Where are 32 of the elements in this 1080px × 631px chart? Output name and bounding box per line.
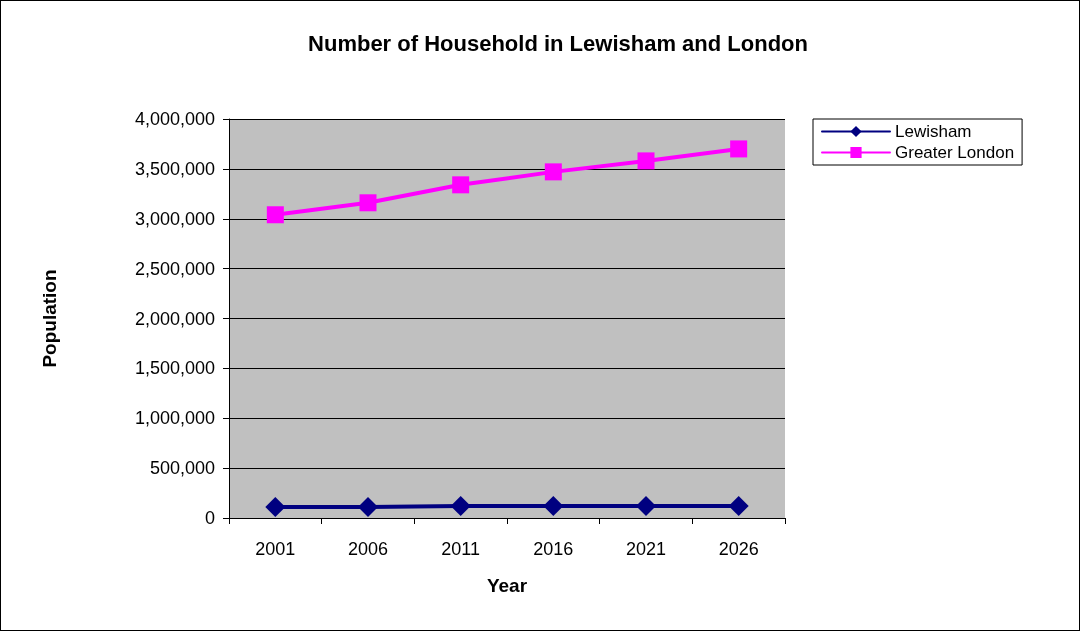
point <box>359 194 377 212</box>
y-tick-label: 0 <box>204 508 215 528</box>
point <box>543 496 564 517</box>
point <box>265 497 286 518</box>
legend-label: Lewisham <box>895 122 972 141</box>
y-tick-label: 2,000,000 <box>134 308 215 329</box>
x-tick-label: 2001 <box>255 539 296 559</box>
y-axis-title: Population <box>39 269 60 368</box>
point <box>544 163 562 181</box>
x-axis-title: Year <box>486 575 528 596</box>
legend-label: Greater London <box>895 143 1015 162</box>
point <box>636 496 656 517</box>
y-tick-label: 3,500,000 <box>134 158 215 179</box>
chart-title: Number of Household in Lewisham and London <box>308 30 808 56</box>
x-tick-label: 2006 <box>347 539 389 559</box>
point <box>358 497 378 518</box>
point <box>637 152 655 170</box>
point <box>266 206 284 224</box>
x-tick-label: 2016 <box>533 539 574 559</box>
y-tick-label: 1,500,000 <box>134 358 215 379</box>
x-tick-label: 2021 <box>625 539 667 559</box>
point <box>450 496 471 517</box>
y-tick-label: 2,500,000 <box>134 258 215 279</box>
y-tick-label: 3,000,000 <box>134 208 215 229</box>
y-tick-label: 500,000 <box>149 458 215 479</box>
point <box>728 496 749 517</box>
y-tick-label: 4,000,000 <box>134 109 215 129</box>
point <box>730 140 748 158</box>
x-tick-label: 2026 <box>718 539 759 559</box>
y-tick-label: 1,000,000 <box>134 408 215 429</box>
x-tick-label: 2011 <box>441 539 481 559</box>
point <box>452 176 470 194</box>
